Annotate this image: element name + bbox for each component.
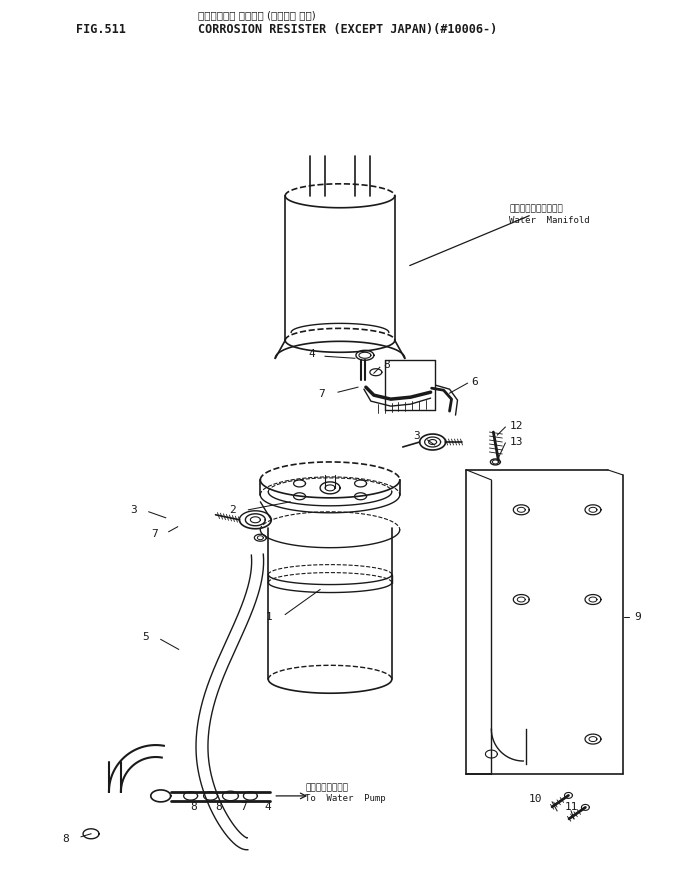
Text: ウォータマニホールド: ウォータマニホールド <box>509 204 563 213</box>
Text: 3: 3 <box>413 431 420 441</box>
Text: 4: 4 <box>308 349 315 359</box>
Text: CORROSION RESISTER (EXCEPT JAPAN)(#10006-): CORROSION RESISTER (EXCEPT JAPAN)(#10006… <box>198 23 497 36</box>
Text: 8: 8 <box>215 802 222 812</box>
Text: 7: 7 <box>318 389 325 399</box>
Text: 6: 6 <box>471 377 478 388</box>
Text: 2: 2 <box>229 505 236 515</box>
Text: 4: 4 <box>265 802 272 812</box>
Text: 13: 13 <box>509 437 523 447</box>
Text: 8: 8 <box>190 802 197 812</box>
Text: 7: 7 <box>240 802 246 812</box>
Text: 7: 7 <box>151 528 158 539</box>
Text: 5: 5 <box>142 633 149 642</box>
Text: 1: 1 <box>265 612 272 623</box>
Text: 9: 9 <box>634 612 640 623</box>
Text: 8: 8 <box>62 834 69 844</box>
Text: FIG.511: FIG.511 <box>76 23 126 36</box>
Text: ウォータポンプへ: ウォータポンプへ <box>305 783 348 792</box>
Text: 10: 10 <box>529 794 542 804</box>
Text: Water  Manifold: Water Manifold <box>509 217 590 225</box>
Text: 11: 11 <box>564 802 578 812</box>
Text: コロージョン レジスタ (カイガイ ヨウ): コロージョン レジスタ (カイガイ ヨウ) <box>198 11 315 20</box>
Text: 8: 8 <box>383 360 390 371</box>
Text: 12: 12 <box>509 421 523 431</box>
Text: 3: 3 <box>130 505 137 515</box>
Text: To  Water  Pump: To Water Pump <box>305 795 386 804</box>
